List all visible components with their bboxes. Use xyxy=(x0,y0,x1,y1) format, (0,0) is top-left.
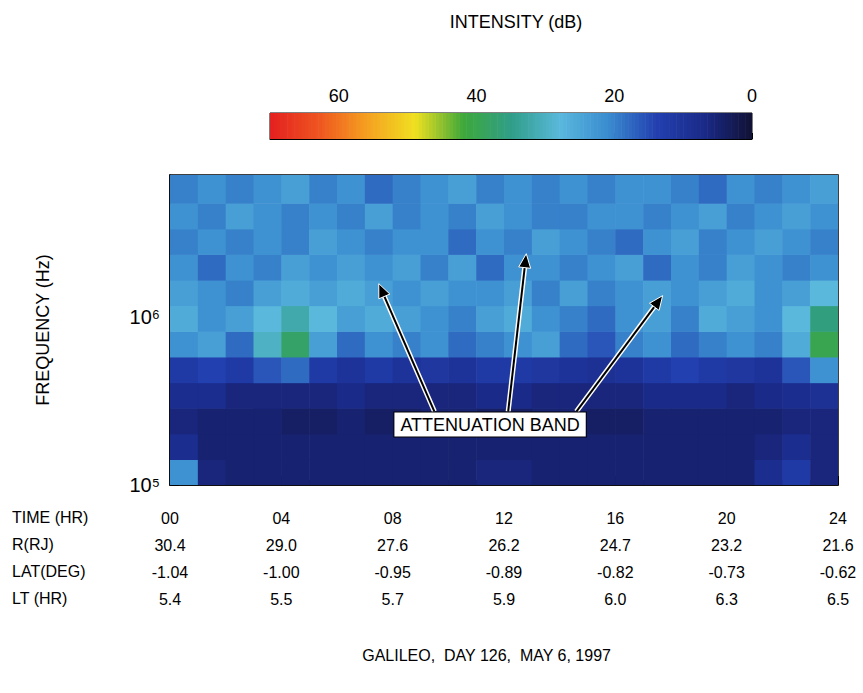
svg-text:40: 40 xyxy=(467,86,487,106)
svg-text:24: 24 xyxy=(829,510,847,527)
svg-text:GALILEO, DAY 126, MAY 6, 199: GALILEO, DAY 126, MAY 6, 1997 xyxy=(362,647,611,664)
svg-text:LT (HR): LT (HR) xyxy=(12,590,67,607)
svg-text:ATTENUATION BAND: ATTENUATION BAND xyxy=(400,415,579,435)
svg-text:10⁵: 10⁵ xyxy=(129,474,160,496)
svg-text:-1.04: -1.04 xyxy=(152,564,189,581)
svg-text:10⁶: 10⁶ xyxy=(130,306,160,328)
svg-text:5.4: 5.4 xyxy=(159,591,181,608)
svg-text:12: 12 xyxy=(495,510,513,527)
svg-text:29.0: 29.0 xyxy=(266,537,297,554)
svg-text:-0.62: -0.62 xyxy=(820,564,857,581)
svg-text:TIME (HR): TIME (HR) xyxy=(12,509,88,526)
svg-text:27.6: 27.6 xyxy=(377,537,408,554)
svg-text:21.6: 21.6 xyxy=(822,537,853,554)
svg-text:23.2: 23.2 xyxy=(711,537,742,554)
svg-text:-0.95: -0.95 xyxy=(374,564,411,581)
svg-text:6.5: 6.5 xyxy=(827,591,849,608)
svg-text:0: 0 xyxy=(747,86,757,106)
svg-text:6.0: 6.0 xyxy=(604,591,626,608)
svg-text:04: 04 xyxy=(272,510,290,527)
svg-text:20: 20 xyxy=(604,86,624,106)
svg-text:00: 00 xyxy=(161,510,179,527)
svg-text:24.7: 24.7 xyxy=(600,537,631,554)
svg-text:5.7: 5.7 xyxy=(382,591,404,608)
svg-text:-0.82: -0.82 xyxy=(597,564,634,581)
svg-text:-1.00: -1.00 xyxy=(263,564,300,581)
svg-text:R(RJ): R(RJ) xyxy=(12,536,54,553)
svg-text:20: 20 xyxy=(718,510,736,527)
svg-text:08: 08 xyxy=(384,510,402,527)
svg-text:60: 60 xyxy=(329,86,349,106)
svg-text:-0.89: -0.89 xyxy=(486,564,523,581)
svg-text:INTENSITY (dB): INTENSITY (dB) xyxy=(450,12,583,32)
svg-text:30.4: 30.4 xyxy=(154,537,185,554)
svg-text:FREQUENCY (Hz): FREQUENCY (Hz) xyxy=(33,254,53,406)
svg-text:5.5: 5.5 xyxy=(270,591,292,608)
svg-text:LAT(DEG): LAT(DEG) xyxy=(12,563,85,580)
svg-text:6.3: 6.3 xyxy=(716,591,738,608)
svg-text:-0.73: -0.73 xyxy=(708,564,745,581)
svg-text:5.9: 5.9 xyxy=(493,591,515,608)
svg-text:16: 16 xyxy=(606,510,624,527)
svg-text:26.2: 26.2 xyxy=(488,537,519,554)
